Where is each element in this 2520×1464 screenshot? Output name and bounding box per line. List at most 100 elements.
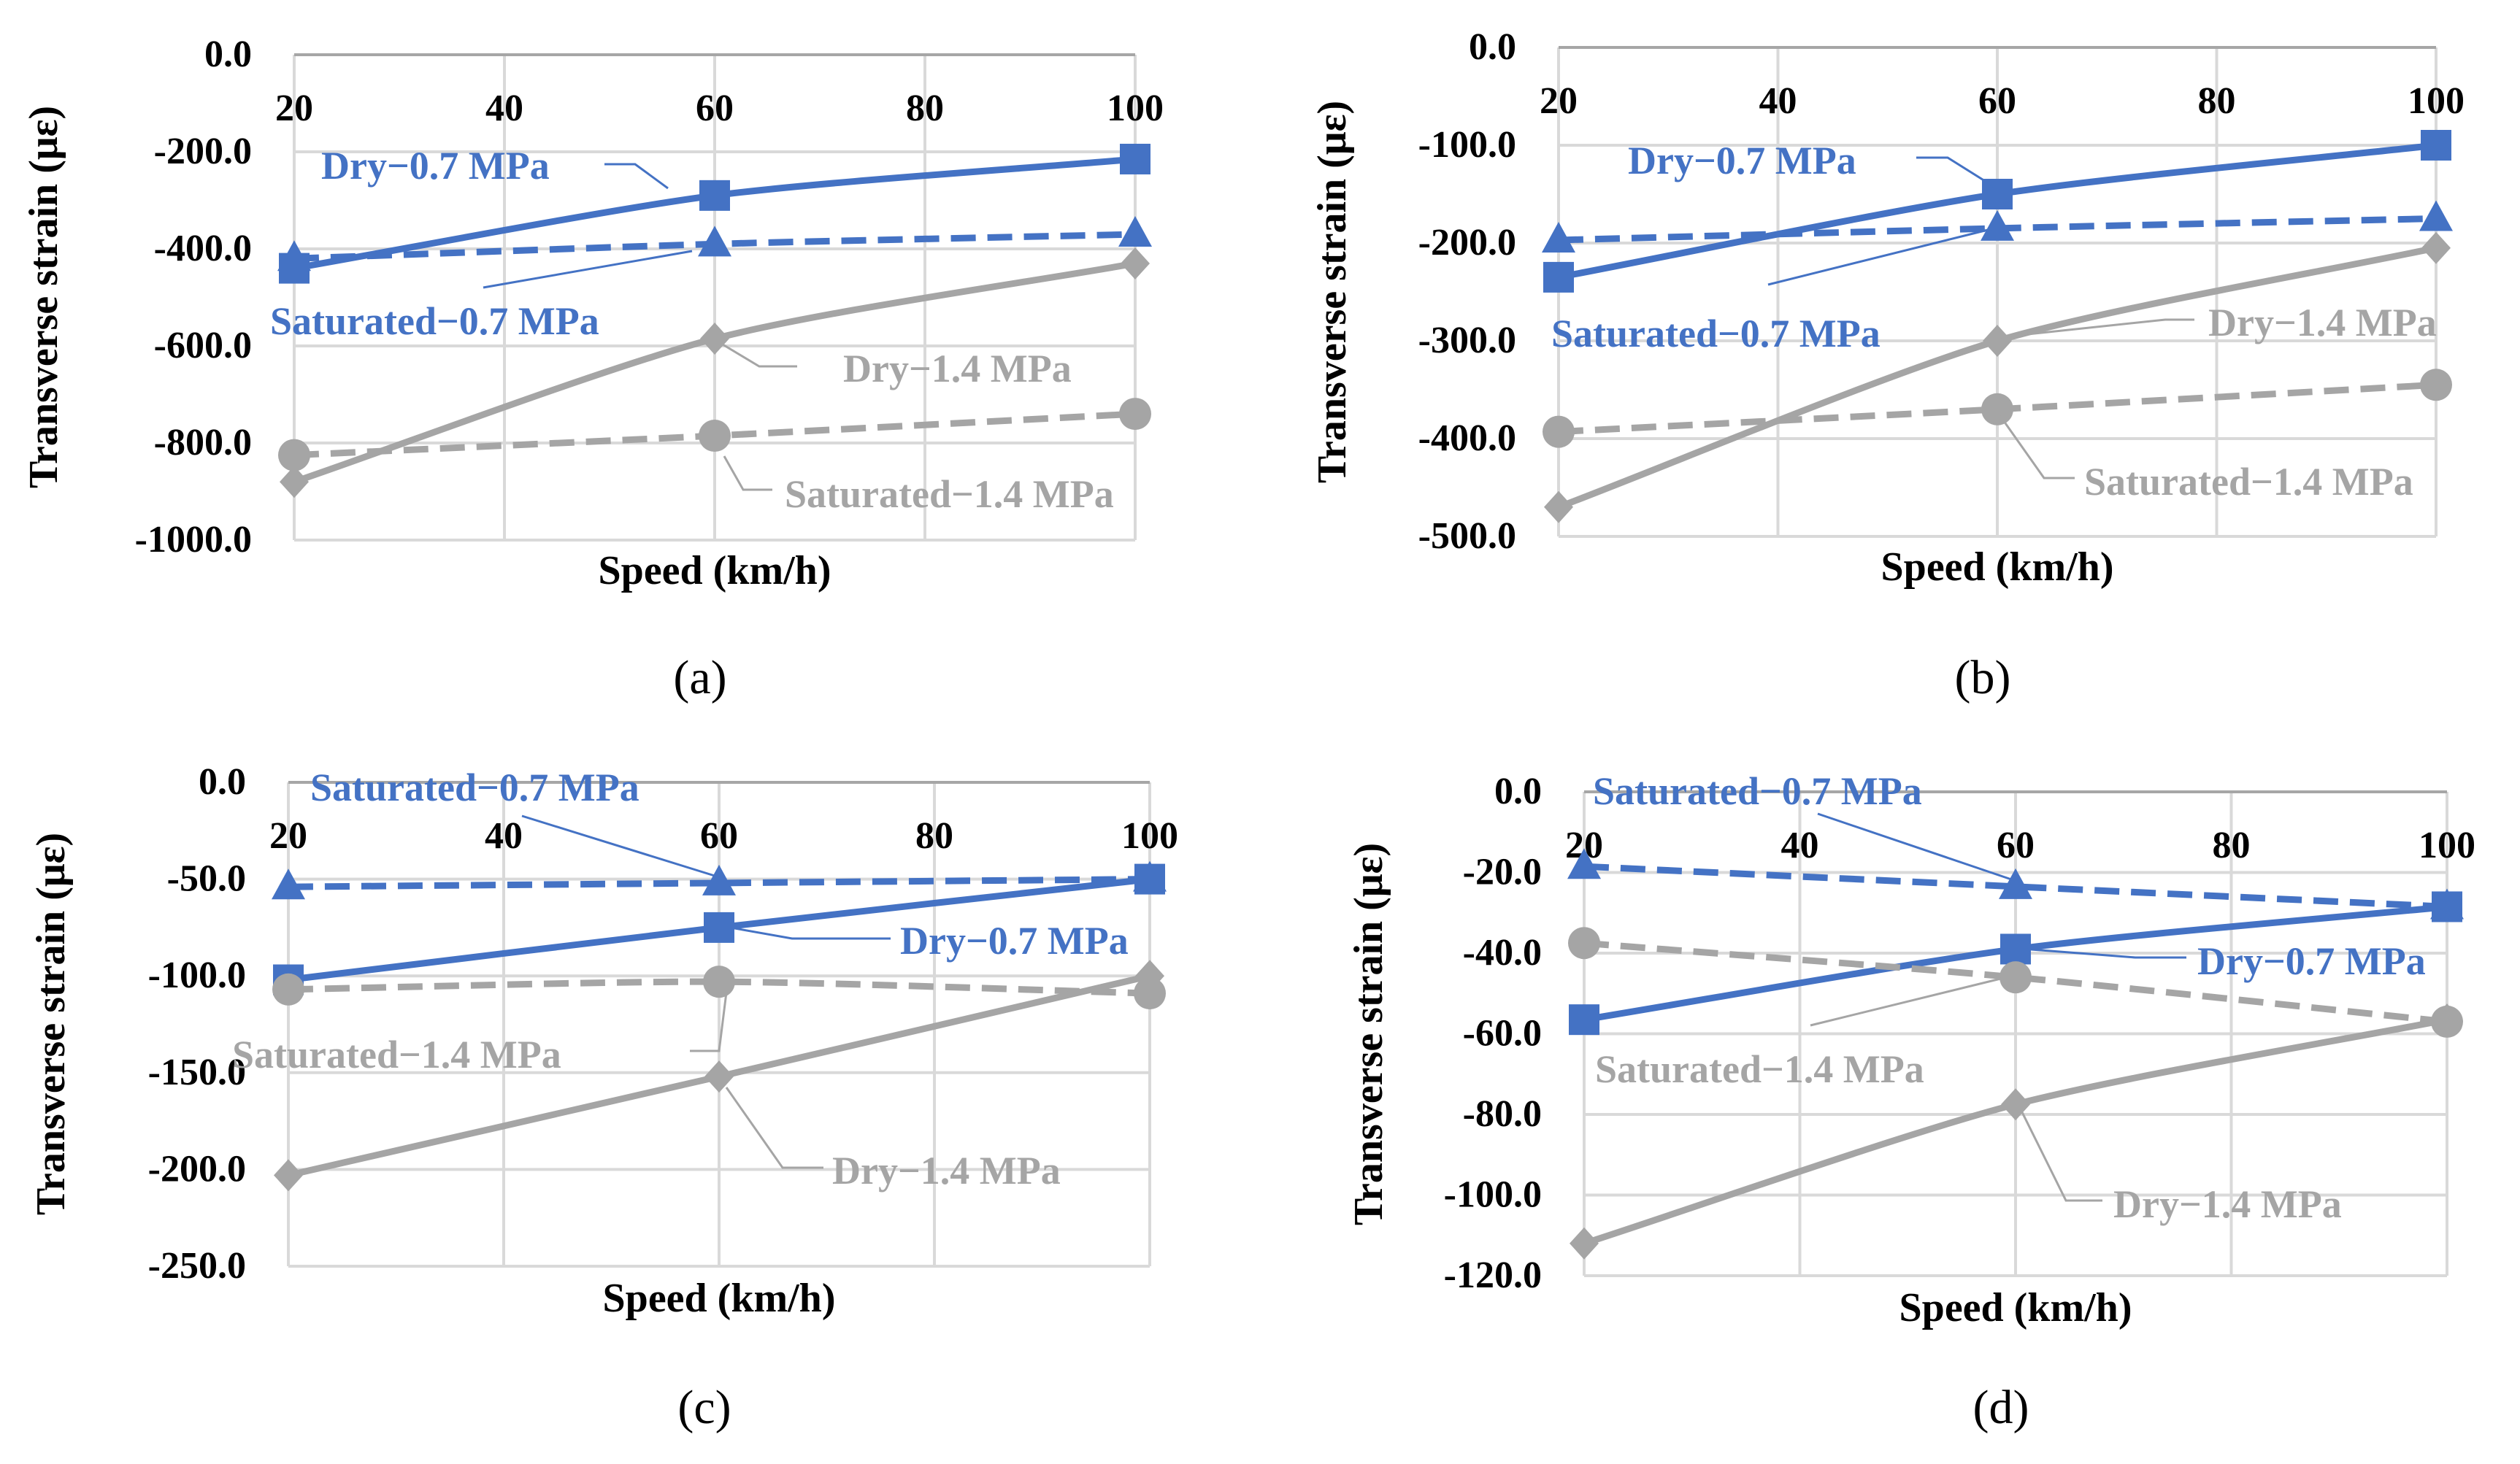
data-point-triangle bbox=[272, 868, 305, 900]
data-point-circle bbox=[2000, 961, 2032, 994]
y-tick-label: -100.0 bbox=[1418, 124, 1516, 166]
x-tick-label: 60 bbox=[700, 815, 738, 857]
y-axis-title: Transverse strain (με) bbox=[1346, 843, 1391, 1225]
leader-line bbox=[725, 1087, 823, 1169]
series-dry-0-7-mpa: Dry−0.7 MPa bbox=[1569, 891, 2462, 1036]
data-point-circle bbox=[2420, 369, 2452, 401]
series-label-saturated-0-7-mpa: Saturated−0.7 MPa bbox=[310, 766, 639, 809]
leader-line bbox=[2019, 1109, 2102, 1202]
data-point-circle bbox=[1543, 415, 1575, 448]
data-point-square bbox=[1543, 261, 1574, 293]
data-point-square bbox=[1134, 863, 1165, 895]
y-tick-label: -500.0 bbox=[1418, 515, 1516, 557]
x-tick-label: 100 bbox=[2408, 80, 2465, 122]
y-tick-label: -800.0 bbox=[154, 422, 252, 463]
data-point-diamond bbox=[1983, 325, 2012, 357]
leader-line bbox=[1999, 415, 2075, 479]
series-label-saturated-0-7-mpa: Saturated−0.7 MPa bbox=[1593, 769, 1922, 813]
leader-line bbox=[1767, 226, 1997, 286]
series-label-saturated-1-4-mpa: Saturated−1.4 MPa bbox=[2084, 460, 2413, 504]
data-point-diamond bbox=[1135, 960, 1164, 993]
data-point-diamond bbox=[274, 1159, 303, 1192]
x-tick-label: 40 bbox=[1781, 825, 1819, 866]
series-saturated-1-4-mpa: Saturated−1.4 MPa bbox=[232, 966, 1166, 1076]
x-tick-label: 40 bbox=[1759, 80, 1797, 122]
leader-line bbox=[723, 455, 772, 491]
data-point-circle bbox=[1119, 398, 1151, 431]
series-dry-1-4-mpa: Dry−1.4 MPa bbox=[1570, 1003, 2462, 1260]
data-point-square bbox=[2432, 891, 2462, 922]
leader-line bbox=[1810, 973, 2019, 1027]
series-label-saturated-1-4-mpa: Saturated−1.4 MPa bbox=[785, 472, 1114, 516]
data-point-circle bbox=[699, 420, 731, 452]
y-tick-label: -400.0 bbox=[154, 228, 252, 269]
series-saturated-0-7-mpa: Saturated−0.7 MPa bbox=[1542, 200, 2453, 355]
x-axis-title: Speed (km/h) bbox=[599, 548, 831, 593]
series-saturated-1-4-mpa: Saturated−1.4 MPa bbox=[1543, 369, 2452, 504]
data-point-triangle bbox=[698, 226, 731, 257]
series-dry-1-4-mpa: Dry−1.4 MPa bbox=[1544, 231, 2451, 523]
series-dry-1-4-mpa: Dry−1.4 MPa bbox=[280, 247, 1150, 498]
chart-panel-3: 0.0 -50.0 -100.0 -150.0 -200.0 -250.0 20 40 60 80… bbox=[28, 761, 1178, 1434]
series-label-dry-0-7-mpa: Dry−0.7 MPa bbox=[1628, 139, 1856, 182]
data-point-square bbox=[699, 180, 730, 211]
y-axis-title: Transverse strain (με) bbox=[1310, 101, 1355, 483]
y-axis-title: Transverse strain (με) bbox=[21, 106, 66, 488]
chart-panel-4: 0.0-20.0-40.0-60.0-80.0-100.0-120.020 40 6… bbox=[1346, 769, 2475, 1434]
data-point-circle bbox=[703, 966, 735, 998]
data-point-square bbox=[2421, 130, 2451, 161]
x-tick-label: 100 bbox=[1107, 88, 1164, 129]
series-label-dry-1-4-mpa: Dry−1.4 MPa bbox=[832, 1149, 1061, 1193]
panel-label: (d) bbox=[1973, 1381, 2029, 1434]
y-tick-label: -50.0 bbox=[167, 858, 246, 900]
series-saturated-0-7-mpa: Saturated−0.7 MPa bbox=[272, 766, 1167, 900]
data-point-square bbox=[1120, 143, 1150, 174]
series-label-dry-1-4-mpa: Dry−1.4 MPa bbox=[2208, 301, 2437, 344]
panel-label: (a) bbox=[673, 651, 726, 704]
x-tick-label: 80 bbox=[906, 88, 944, 129]
series-dry-0-7-mpa: Dry−0.7 MPa bbox=[1543, 130, 2451, 293]
x-tick-label: 100 bbox=[2419, 825, 2475, 866]
y-tick-label: 0.0 bbox=[1494, 771, 1542, 812]
series-dry-0-7-mpa: Dry−0.7 MPa bbox=[273, 863, 1165, 995]
y-tick-label: -600.0 bbox=[154, 325, 252, 366]
x-axis-title: Speed (km/h) bbox=[1881, 544, 2114, 590]
data-point-square bbox=[1982, 179, 2013, 209]
y-tick-label: -300.0 bbox=[1418, 320, 1516, 361]
data-point-circle bbox=[1134, 977, 1166, 1010]
y-tick-label: 0.0 bbox=[204, 34, 252, 75]
series-saturated-1-4-mpa: Saturated−1.4 MPa bbox=[278, 398, 1151, 516]
y-tick-label: -150.0 bbox=[148, 1052, 246, 1093]
x-tick-label: 60 bbox=[696, 88, 734, 129]
y-tick-label: -200.0 bbox=[148, 1148, 246, 1190]
y-tick-label: -80.0 bbox=[1463, 1093, 1542, 1135]
data-point-triangle bbox=[702, 864, 736, 895]
x-tick-label: 40 bbox=[485, 815, 523, 857]
series-label-dry-0-7-mpa: Dry−0.7 MPa bbox=[900, 919, 1129, 963]
data-point-diamond bbox=[1544, 490, 1573, 523]
y-tick-label: 0.0 bbox=[199, 761, 246, 803]
x-tick-label: 80 bbox=[2198, 80, 2236, 122]
y-tick-label: -120.0 bbox=[1444, 1255, 1542, 1296]
data-point-circle bbox=[1568, 927, 1600, 960]
y-tick-label: 0.0 bbox=[1469, 26, 1516, 68]
series-label-saturated-1-4-mpa: Saturated−1.4 MPa bbox=[232, 1033, 561, 1076]
series-label-dry-1-4-mpa: Dry−1.4 MPa bbox=[2113, 1182, 2342, 1226]
data-point-diamond bbox=[280, 466, 309, 498]
panel-label: (c) bbox=[677, 1381, 731, 1434]
series-label-saturated-1-4-mpa: Saturated−1.4 MPa bbox=[1595, 1047, 1924, 1091]
data-point-square bbox=[1569, 1004, 1599, 1036]
series-label-saturated-0-7-mpa: Saturated−0.7 MPa bbox=[1551, 312, 1881, 355]
series-saturated-0-7-mpa: Saturated−0.7 MPa bbox=[270, 216, 1152, 343]
y-axis-title: Transverse strain (με) bbox=[28, 833, 74, 1215]
series-saturated-1-4-mpa: Saturated−1.4 MPa bbox=[1568, 927, 2463, 1091]
data-point-diamond bbox=[2421, 231, 2451, 264]
leader-line bbox=[483, 250, 693, 289]
x-tick-label: 80 bbox=[2213, 825, 2251, 866]
data-point-triangle bbox=[277, 240, 311, 271]
y-tick-label: -100.0 bbox=[148, 955, 246, 996]
x-tick-label: 60 bbox=[1978, 80, 2016, 122]
y-tick-label: -20.0 bbox=[1463, 852, 1542, 893]
data-point-diamond bbox=[1570, 1227, 1599, 1260]
